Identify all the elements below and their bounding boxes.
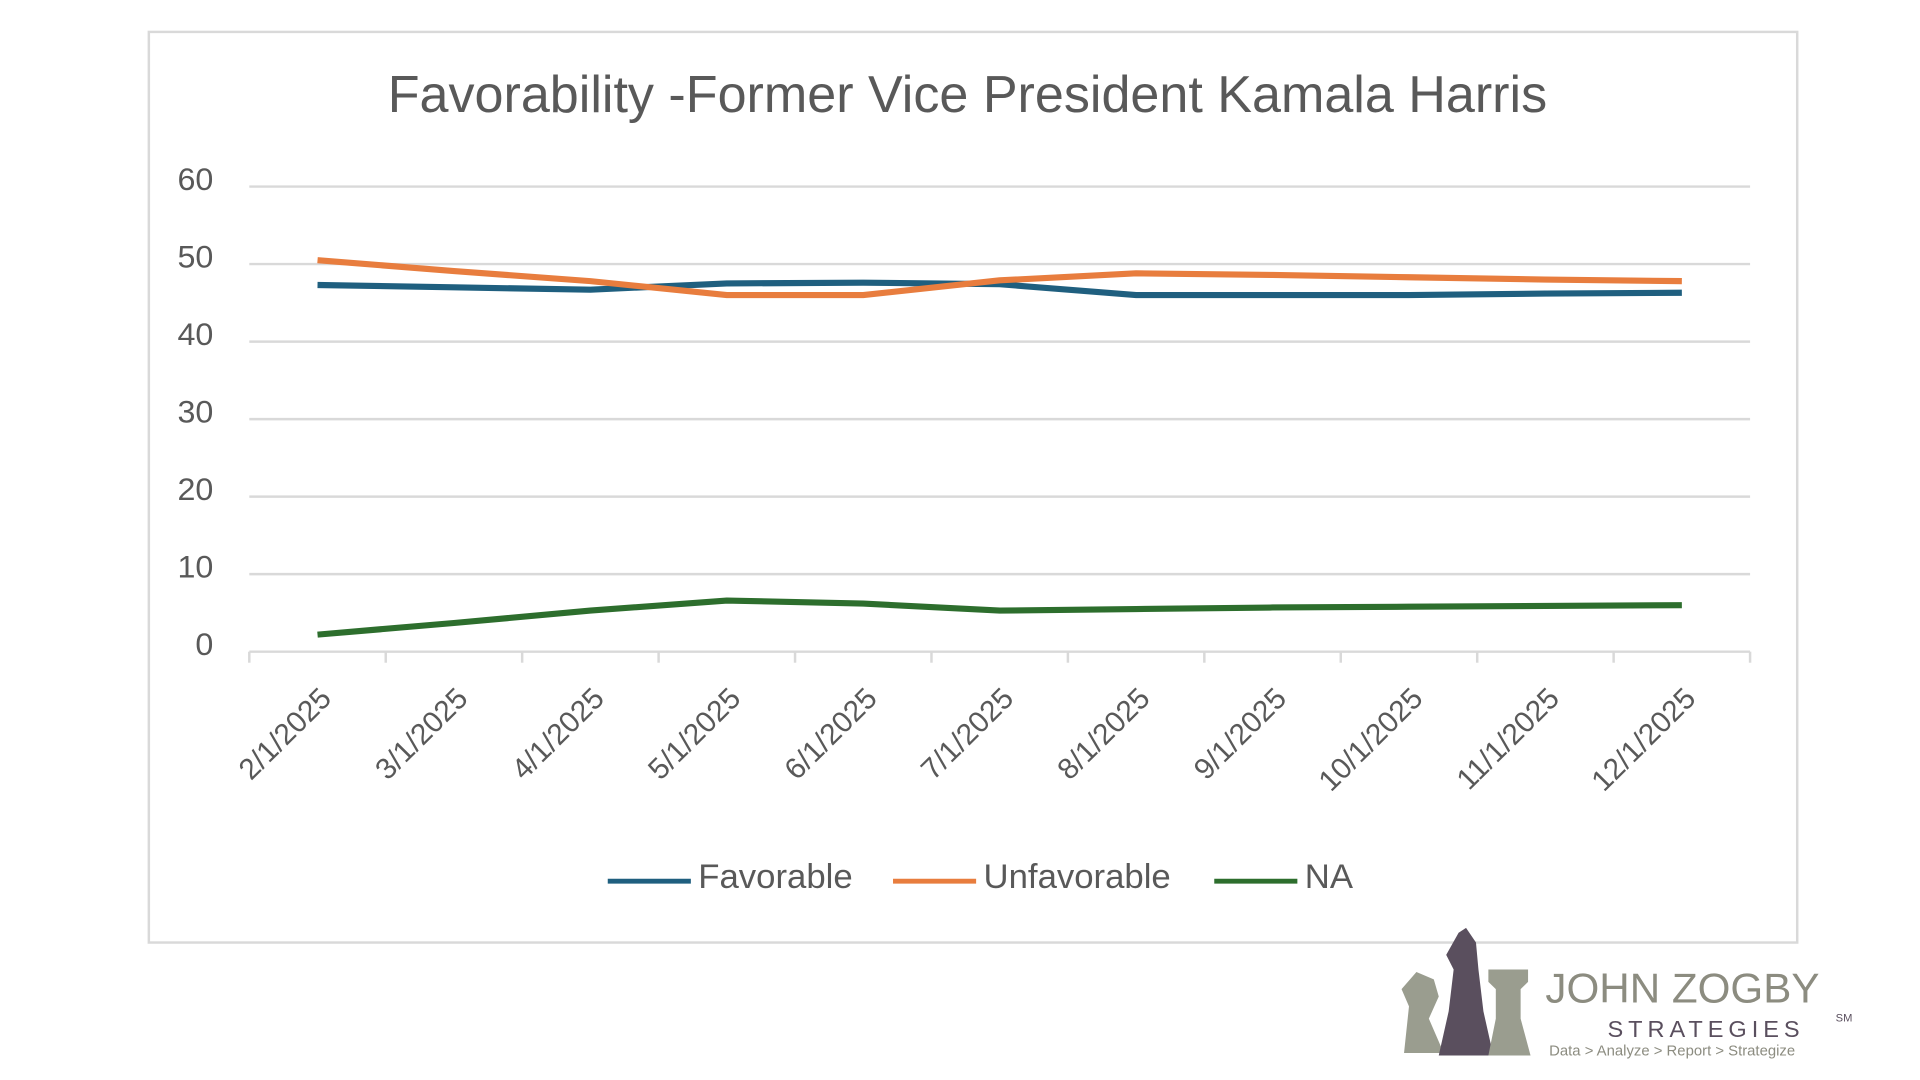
series-line [317, 279, 1682, 299]
rook-icon [1488, 969, 1531, 1056]
logo-name: JOHN ZOGBY [1545, 965, 1819, 1012]
y-tick-label: 30 [177, 394, 213, 430]
bishop-icon [1438, 927, 1494, 1056]
logo: JOHN ZOGBY STRATEGIES SM Data > Analyze … [1401, 927, 1853, 1060]
y-tick-label: 10 [177, 549, 213, 585]
series-line [317, 257, 1682, 299]
y-tick-label: 20 [177, 471, 213, 507]
y-tick-label: 0 [195, 626, 213, 662]
chart-frame [147, 30, 1799, 944]
logo-tagline: Data > Analyze > Report > Strategize [1549, 1044, 1795, 1060]
y-tick-label: 40 [177, 316, 213, 352]
y-tick-label: 50 [177, 239, 213, 275]
series-line [317, 597, 1682, 638]
chart-title: Favorability -Former Vice President Kama… [388, 65, 1547, 123]
logo-sub: STRATEGIES [1607, 1016, 1804, 1042]
legend-label: Favorable [698, 858, 852, 896]
y-tick-label: 60 [177, 161, 213, 197]
legend-label: NA [1305, 858, 1353, 896]
logo-service-mark: SM [1836, 1013, 1853, 1025]
legend-label: Unfavorable [984, 858, 1171, 896]
knight-icon [1401, 972, 1444, 1053]
